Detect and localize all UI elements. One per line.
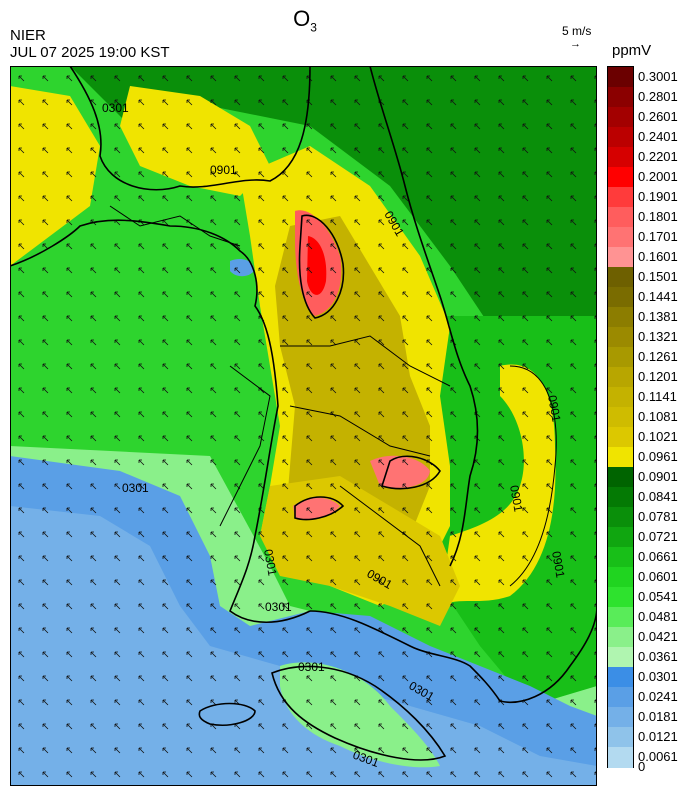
legend-level-label: 0.2201 bbox=[638, 149, 678, 164]
contour-label: 0301 bbox=[265, 600, 292, 614]
legend-swatch bbox=[608, 647, 633, 668]
legend-swatch bbox=[608, 267, 633, 288]
legend-swatch bbox=[608, 407, 633, 428]
legend-swatch bbox=[608, 527, 633, 548]
legend-swatch bbox=[608, 447, 633, 468]
color-legend-labels: 0.3001 0.2801 0.2601 0.2401 0.2201 0.2001 0.19… bbox=[638, 66, 692, 773]
legend-level-label: 0.0361 bbox=[638, 649, 678, 664]
legend-level-label: 0.1801 bbox=[638, 209, 678, 224]
legend-swatch bbox=[608, 207, 633, 228]
legend-level-label: 0.1501 bbox=[638, 269, 678, 284]
legend-level-label: 0.0781 bbox=[638, 509, 678, 524]
legend-level-label: 0.0181 bbox=[638, 709, 678, 724]
contour-label: 0901 bbox=[549, 550, 567, 579]
legend-level-label: 0.1381 bbox=[638, 309, 678, 324]
legend-level-label: 0.1601 bbox=[638, 249, 678, 264]
legend-level-label: 0.0301 bbox=[638, 669, 678, 684]
legend-level-label: 0.1441 bbox=[638, 289, 678, 304]
contour-label: 0301 bbox=[122, 481, 149, 495]
chart-title: O3 bbox=[293, 6, 317, 35]
legend-level-label: 0.0241 bbox=[638, 689, 678, 704]
province-boundaries bbox=[109, 205, 557, 587]
legend-swatch bbox=[608, 147, 633, 168]
legend-level-label: 0.2401 bbox=[638, 129, 678, 144]
timestamp-label: JUL 07 2025 19:00 KST bbox=[10, 44, 170, 61]
legend-swatch bbox=[608, 587, 633, 608]
contour-label: 0901 bbox=[545, 394, 563, 423]
legend-level-label: 0.0421 bbox=[638, 629, 678, 644]
legend-level-label: 0.0121 bbox=[638, 729, 678, 744]
legend-level-label: 0.1201 bbox=[638, 369, 678, 384]
legend-level-label: 0.1901 bbox=[638, 189, 678, 204]
legend-level-label: 0.3001 bbox=[638, 69, 678, 84]
legend-level-label: 0.1021 bbox=[638, 429, 678, 444]
legend-swatch bbox=[608, 707, 633, 728]
legend-level-label: 0.2601 bbox=[638, 109, 678, 124]
legend-level-label: 0.0661 bbox=[638, 549, 678, 564]
map-frame bbox=[10, 66, 597, 786]
legend-level-label: 0.0061 bbox=[638, 749, 678, 764]
legend-level-label: 0.1141 bbox=[638, 389, 677, 404]
legend-swatch bbox=[608, 167, 633, 188]
legend-level-label: 0 bbox=[638, 759, 646, 774]
legend-swatch bbox=[608, 687, 633, 708]
legend-swatch bbox=[608, 247, 633, 268]
legend-level-label: 0.0841 bbox=[638, 489, 678, 504]
legend-swatch bbox=[608, 107, 633, 128]
legend-swatch bbox=[608, 127, 633, 148]
color-legend-bar bbox=[607, 66, 634, 768]
legend-swatch bbox=[608, 487, 633, 508]
legend-swatch bbox=[608, 187, 633, 208]
ozone-map: 0301 0901 0901 0301 0901 0301 0901 0301 … bbox=[10, 66, 597, 786]
legend-level-label: 0.0721 bbox=[638, 529, 678, 544]
legend-swatch bbox=[608, 87, 633, 108]
legend-swatch bbox=[608, 427, 633, 448]
legend-swatch bbox=[608, 747, 633, 768]
legend-swatch bbox=[608, 67, 633, 88]
contour-label: 0901 bbox=[507, 484, 525, 513]
legend-level-label: 0.0481 bbox=[638, 609, 678, 624]
contour-label: 0301 bbox=[298, 660, 325, 674]
wind-scale-label: 5 m/s bbox=[562, 24, 592, 38]
legend-swatch bbox=[608, 547, 633, 568]
legend-swatch bbox=[608, 507, 633, 528]
wind-scale-arrow-icon: → bbox=[570, 38, 581, 50]
legend-swatch bbox=[608, 467, 633, 488]
legend-swatch bbox=[608, 667, 633, 688]
contour-label: 0301 bbox=[102, 101, 129, 115]
legend-level-label: 0.1261 bbox=[638, 349, 678, 364]
coastline-outlines bbox=[10, 66, 597, 761]
legend-swatch bbox=[608, 727, 633, 748]
legend-swatch bbox=[608, 367, 633, 388]
legend-level-label: 0.0601 bbox=[638, 569, 678, 584]
legend-swatch bbox=[608, 287, 633, 308]
legend-level-label: 0.1321 bbox=[638, 329, 678, 344]
legend-swatch bbox=[608, 387, 633, 408]
legend-swatch bbox=[608, 327, 633, 348]
legend-level-label: 0.1081 bbox=[638, 409, 678, 424]
legend-swatch bbox=[608, 607, 633, 628]
unit-label: ppmV bbox=[612, 42, 652, 59]
legend-level-label: 0.1701 bbox=[638, 229, 678, 244]
legend-level-label: 0.0901 bbox=[638, 469, 678, 484]
legend-swatch bbox=[608, 347, 633, 368]
legend-level-label: 0.0961 bbox=[638, 449, 678, 464]
legend-level-label: 0.2001 bbox=[638, 169, 678, 184]
legend-level-label: 0.0541 bbox=[638, 589, 678, 604]
contour-label: 0901 bbox=[210, 163, 237, 177]
legend-swatch bbox=[608, 307, 633, 328]
org-label: NIER bbox=[10, 27, 46, 44]
legend-swatch bbox=[608, 567, 633, 588]
wind-vector-field bbox=[10, 66, 597, 786]
contour-label: 0301 bbox=[261, 548, 279, 577]
legend-swatch bbox=[608, 227, 633, 248]
legend-level-label: 0.2801 bbox=[638, 89, 678, 104]
legend-swatch bbox=[608, 627, 633, 648]
